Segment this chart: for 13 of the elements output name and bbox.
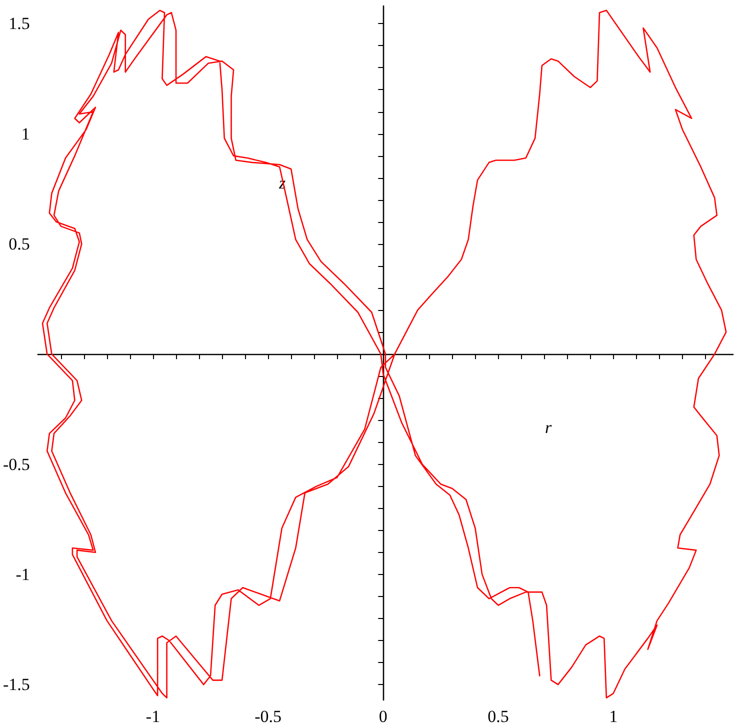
x-axis-title: r <box>545 418 552 437</box>
y-tick-label: -1 <box>16 564 30 584</box>
x-tick-label: 0.5 <box>488 707 509 725</box>
x-tick-label: 1 <box>609 707 618 725</box>
y-tick-label: 0.5 <box>8 234 30 254</box>
y-tick-label: -0.5 <box>2 454 30 474</box>
x-tick-label: -1 <box>146 707 160 725</box>
y-tick-label: -1.5 <box>2 675 30 694</box>
x-tick-label: -0.5 <box>254 707 282 725</box>
y-tick-label: 1.5 <box>8 14 30 34</box>
y-tick-label: 1 <box>21 124 30 144</box>
x-tick-label: 0 <box>378 707 388 725</box>
line-series <box>42 10 727 698</box>
